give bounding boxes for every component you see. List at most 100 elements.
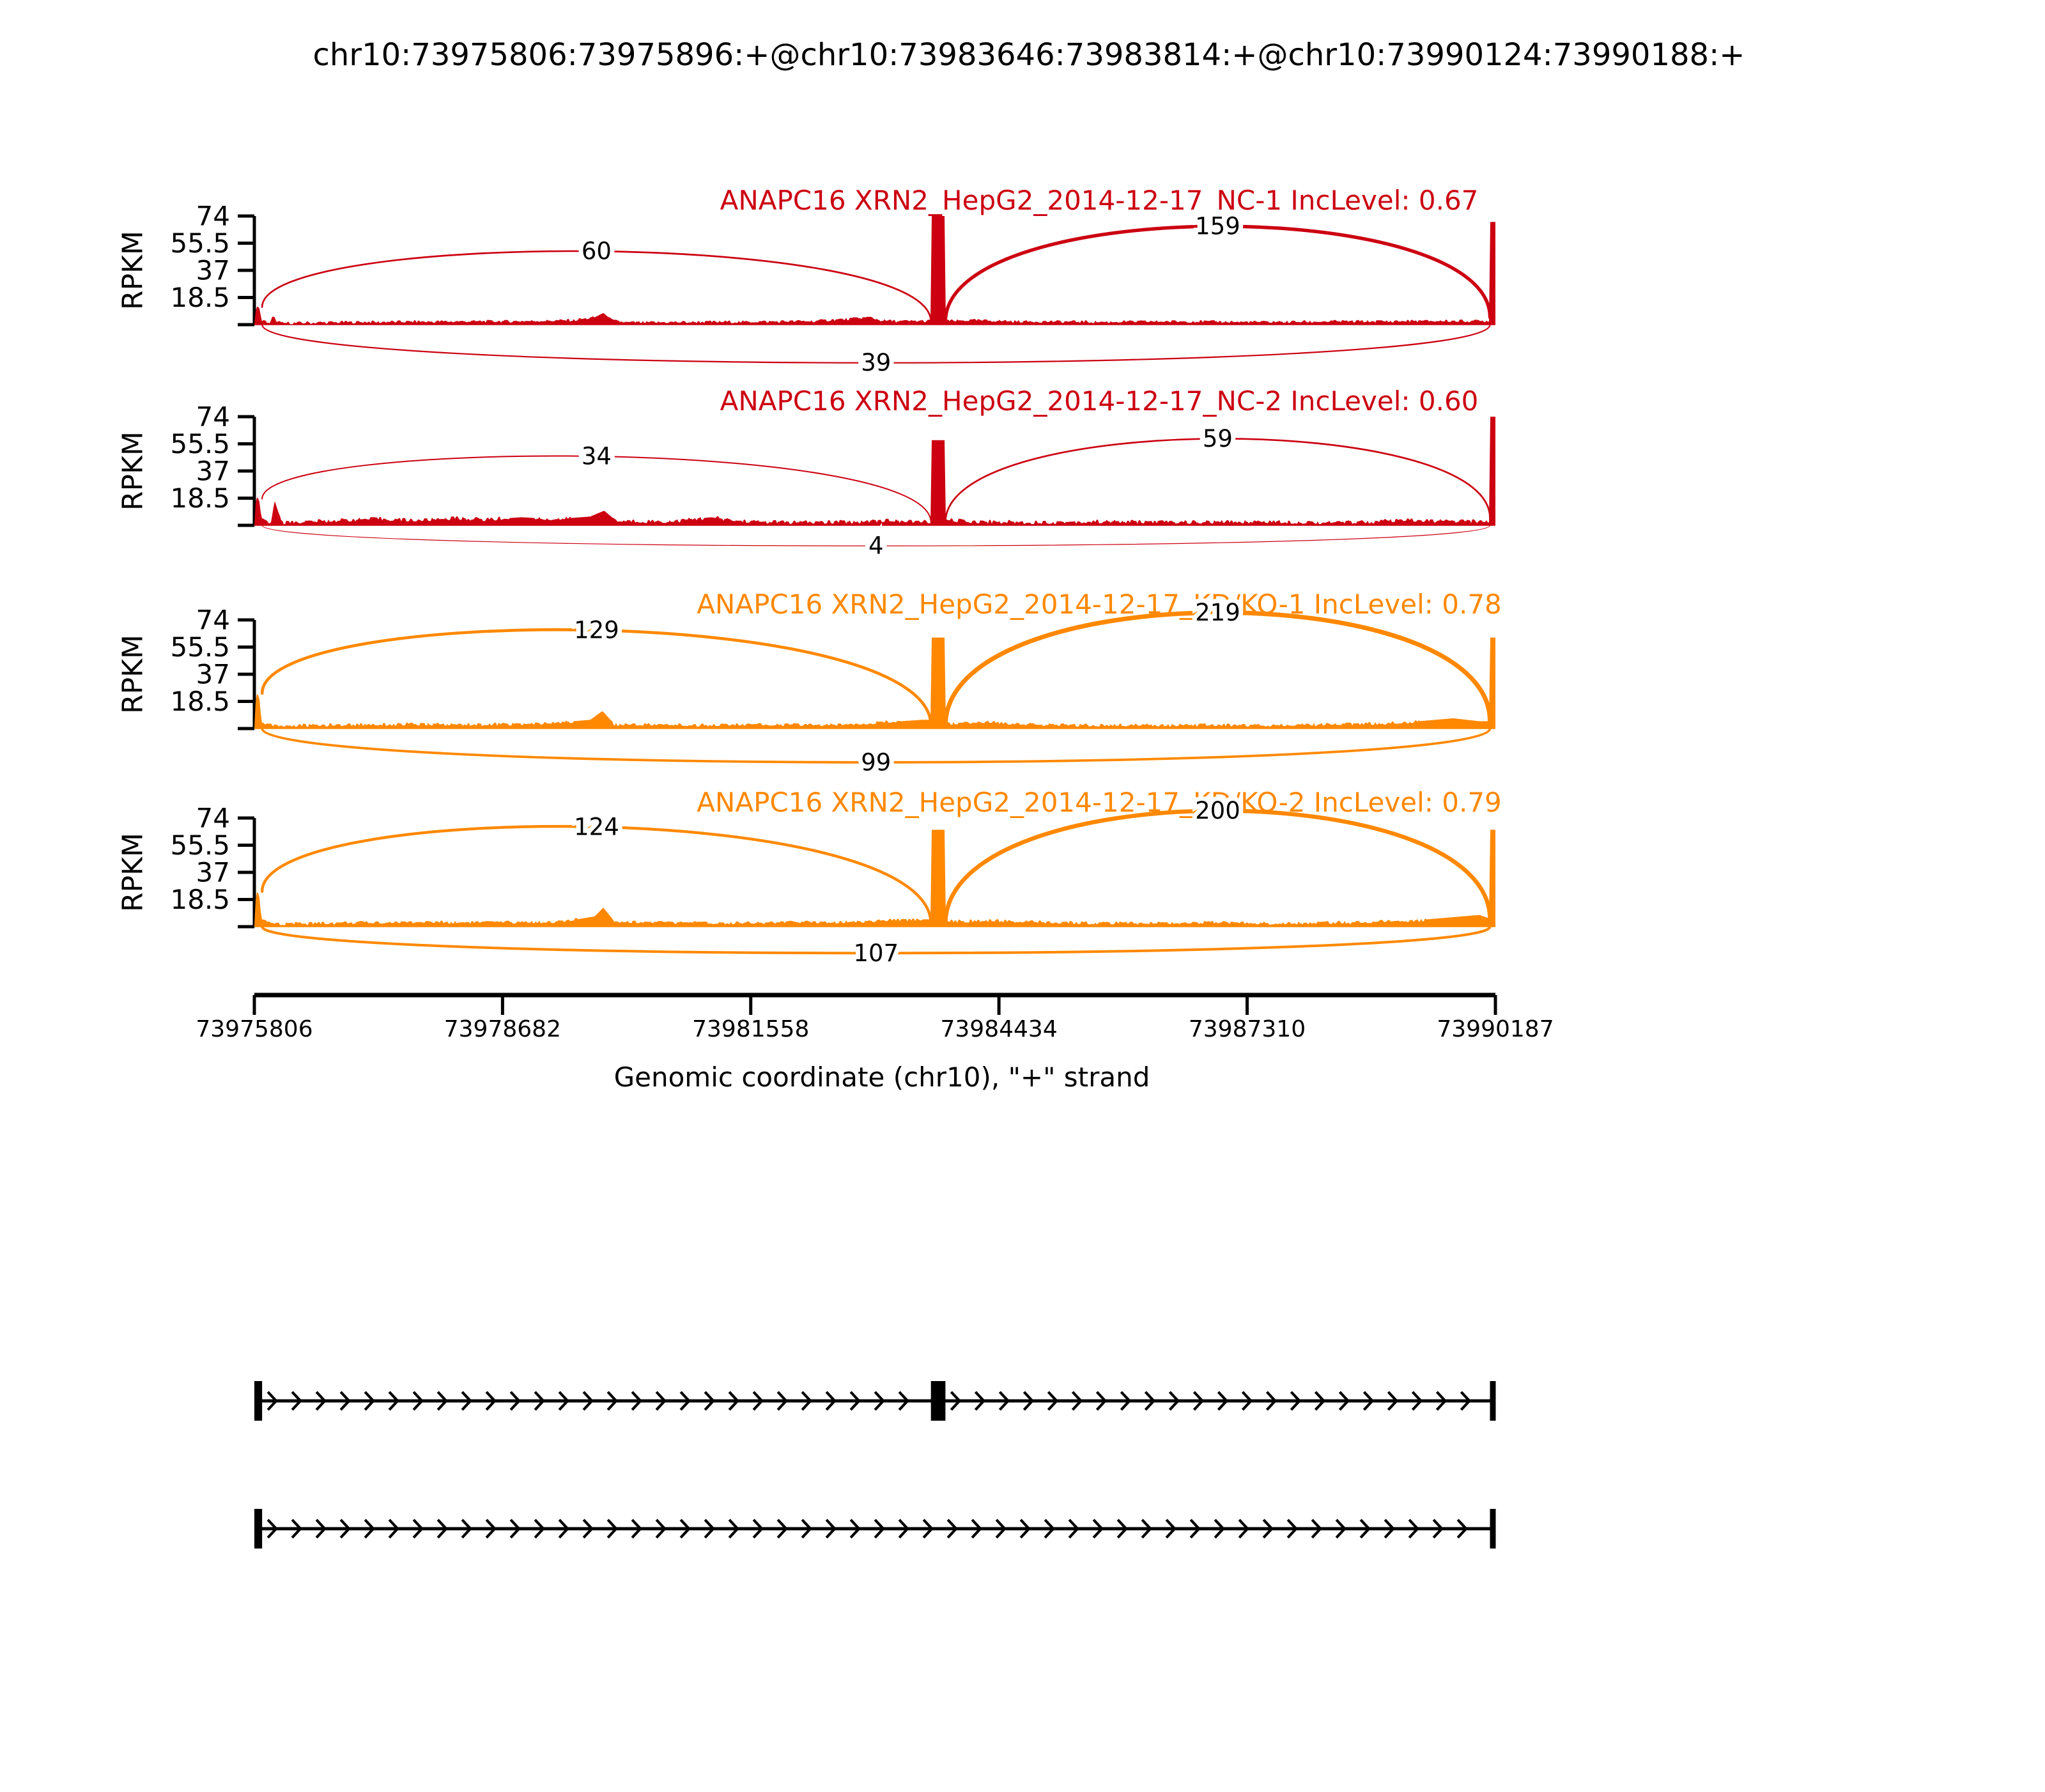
strand-chevron <box>291 1518 303 1539</box>
strand-chevron <box>1338 1391 1350 1411</box>
strand-chevron <box>655 1518 667 1539</box>
strand-chevron <box>679 1391 691 1411</box>
y-axis-title: RPKM <box>117 635 150 714</box>
y-axis-title: RPKM <box>117 833 150 912</box>
junction-count-label: 107 <box>854 939 899 967</box>
strand-chevron <box>898 1518 910 1539</box>
strand-chevron <box>315 1518 327 1539</box>
x-tick-label: 73987310 <box>1189 1016 1306 1042</box>
junction-count-label: 219 <box>1195 599 1240 626</box>
strand-chevron <box>1314 1391 1326 1411</box>
strand-chevron <box>874 1518 886 1539</box>
strand-chevron <box>631 1391 643 1411</box>
y-axis-title: RPKM <box>117 431 150 511</box>
strand-chevron <box>728 1391 740 1411</box>
strand-chevron <box>825 1391 837 1411</box>
coverage-area <box>254 830 1495 927</box>
strand-chevron <box>974 1391 986 1411</box>
strand-chevron <box>412 1518 424 1539</box>
strand-chevron <box>704 1391 716 1411</box>
junction-arc <box>260 824 932 925</box>
exon-block <box>254 1381 263 1421</box>
x-axis-label: Genomic coordinate (chr10), "+" strand <box>614 1062 1150 1093</box>
y-tick-label: 37 <box>196 857 230 888</box>
strand-chevron <box>1435 1391 1447 1411</box>
strand-chevron <box>509 1391 521 1411</box>
strand-chevron <box>1092 1518 1104 1539</box>
junction-count-label: 159 <box>1195 213 1240 240</box>
strand-chevron <box>1241 1391 1253 1411</box>
x-axis: 73975806 73978682 73981558 73984434 73987310… <box>196 993 1554 1042</box>
strand-chevron <box>1238 1518 1250 1539</box>
strand-chevron <box>1141 1518 1153 1539</box>
junction-arc <box>945 438 1491 523</box>
strand-chevron <box>849 1518 861 1539</box>
strand-chevron <box>291 1391 303 1411</box>
junction-arc <box>261 455 932 523</box>
strand-chevron <box>1286 1518 1299 1539</box>
strand-chevron <box>1411 1391 1423 1411</box>
y-tick-label: 18.5 <box>170 282 230 313</box>
strand-chevron <box>631 1518 643 1539</box>
strand-chevron <box>1432 1518 1444 1539</box>
transcript <box>254 1509 1496 1549</box>
strand-chevron <box>266 1391 279 1411</box>
track-title: ANAPC16 XRN2_HepG2_2014-12-17_KD/KO-1 In… <box>697 589 1502 620</box>
strand-chevron <box>995 1518 1007 1539</box>
y-tick-label: 55.5 <box>170 830 230 861</box>
junction-arc <box>261 323 1491 364</box>
strand-chevron <box>436 1518 449 1539</box>
strand-chevron <box>971 1518 983 1539</box>
junction-count-label: 60 <box>582 238 612 265</box>
strand-chevron <box>1387 1391 1399 1411</box>
strand-chevron <box>1359 1518 1371 1539</box>
strand-chevron <box>752 1518 764 1539</box>
y-tick-label: 74 <box>196 803 230 834</box>
strand-chevron <box>704 1518 716 1539</box>
strand-chevron <box>485 1391 497 1411</box>
strand-chevron <box>752 1391 764 1411</box>
x-tick-label: 73984434 <box>941 1016 1058 1042</box>
strand-chevron <box>776 1391 789 1411</box>
strand-chevron <box>582 1518 594 1539</box>
strand-chevron <box>1335 1518 1347 1539</box>
strand-chevron <box>1192 1391 1205 1411</box>
strand-chevron <box>922 1518 934 1539</box>
strand-chevron <box>1144 1391 1156 1411</box>
y-tick-label: 55.5 <box>170 428 230 460</box>
exon-block <box>1490 1381 1496 1421</box>
track-title: ANAPC16 XRN2_HepG2_2014-12-17_NC-1 IncLe… <box>720 185 1479 216</box>
x-tick-label: 73975806 <box>196 1016 313 1042</box>
junction-count-label: 124 <box>574 813 619 840</box>
y-tick-label: 18.5 <box>170 884 230 915</box>
junction-count-label: 34 <box>582 443 612 470</box>
coverage-area <box>254 637 1495 729</box>
coverage-area <box>254 417 1495 525</box>
strand-chevron <box>388 1518 400 1539</box>
strand-chevron <box>946 1518 959 1539</box>
exon-block <box>254 1509 263 1549</box>
y-tick-label: 18.5 <box>170 686 230 717</box>
strand-chevron <box>364 1391 376 1411</box>
x-tick-label: 73990187 <box>1437 1016 1554 1042</box>
junction-count-label: 59 <box>1203 425 1233 452</box>
strand-chevron <box>339 1518 351 1539</box>
junction-arc <box>260 628 933 727</box>
junction-count-label: 200 <box>1195 797 1240 824</box>
strand-chevron <box>1022 1391 1035 1411</box>
strand-chevron <box>558 1391 570 1411</box>
strand-chevron <box>1384 1518 1396 1539</box>
strand-chevron <box>1068 1518 1080 1539</box>
x-tick-label: 73978682 <box>444 1016 561 1042</box>
strand-chevron <box>606 1518 619 1539</box>
transcript <box>254 1381 1496 1421</box>
strand-chevron <box>801 1518 813 1539</box>
junction-arc <box>261 925 1492 955</box>
strand-chevron <box>461 1391 473 1411</box>
junction-arc <box>943 808 1492 926</box>
strand-chevron <box>950 1391 962 1411</box>
strand-chevron <box>364 1518 376 1539</box>
